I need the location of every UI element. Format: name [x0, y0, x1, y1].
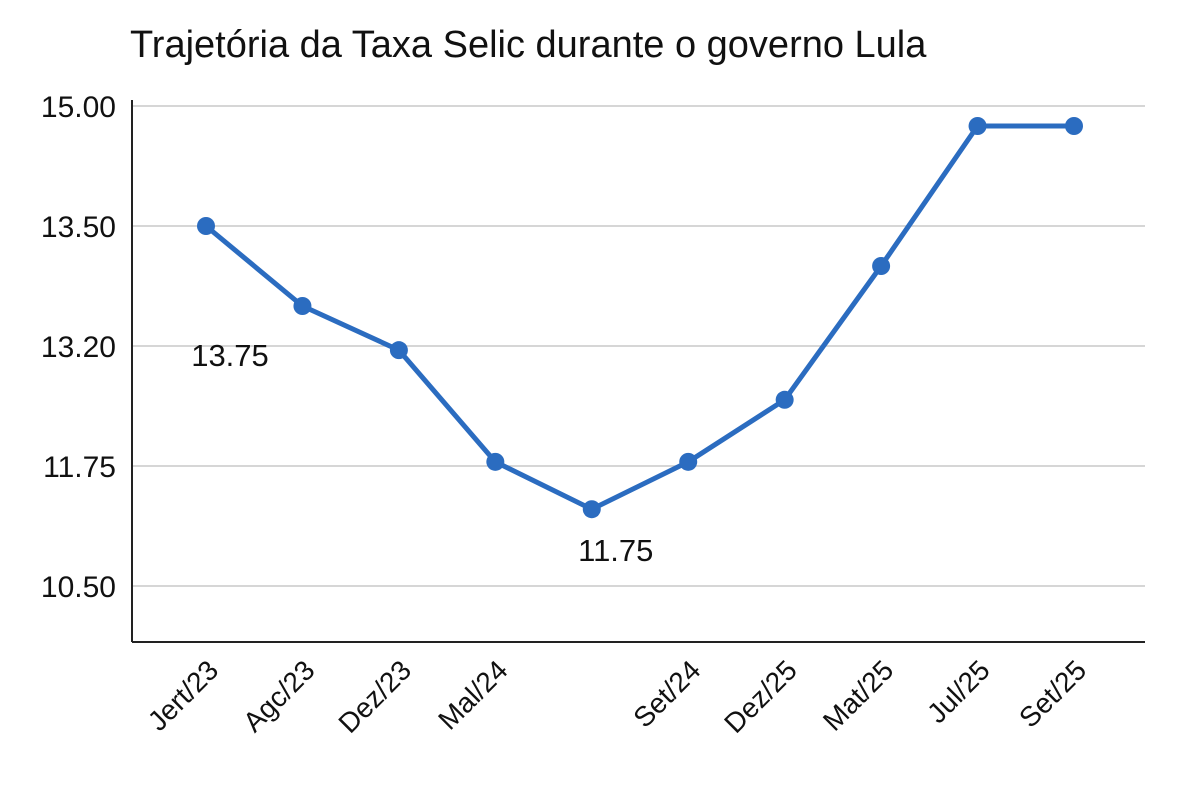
x-tick-label: Jul/25: [921, 654, 996, 729]
data-point: [1065, 117, 1083, 135]
y-tick-label: 13.20: [41, 331, 116, 364]
data-point: [679, 452, 698, 471]
y-tick-label: 10.50: [41, 571, 116, 604]
x-tick-label: Dez/25: [718, 654, 803, 739]
y-tick-label: 13.50: [41, 211, 116, 244]
y-tick-label: 11.75: [43, 451, 116, 484]
series-line: [204, 123, 1074, 512]
data-point: [968, 117, 987, 135]
series: [197, 117, 1083, 519]
data-point: [582, 500, 601, 519]
x-tick-label: Set/24: [627, 654, 706, 733]
annotations: 13.75 11.75: [191, 338, 653, 568]
x-tick-label: Agc/23: [237, 654, 321, 738]
data-point: [293, 297, 312, 315]
x-tick-label: Dez/23: [332, 654, 417, 739]
x-tick-label: Mat/25: [817, 654, 899, 736]
data-point: [872, 257, 891, 275]
chart-title: Trajetória da Taxa Selic durante o gover…: [130, 24, 927, 66]
data-annotation: 13.75: [191, 338, 269, 373]
x-tick-labels: Jert/23 Agc/23 Dez/23 Mal/24 Set/24 Dez/25 Mat…: [142, 654, 1092, 739]
x-tick-label: Mal/24: [432, 654, 513, 735]
data-point: [389, 341, 408, 360]
data-point: [486, 452, 505, 471]
axes: [131, 100, 1145, 643]
x-tick-label: Set/25: [1013, 654, 1092, 733]
data-point: [775, 390, 794, 409]
data-annotation: 11.75: [578, 533, 653, 568]
y-tick-labels: 15.00 13.50 13.20 11.75 10.50: [41, 91, 116, 604]
y-tick-label: 15.00: [41, 91, 116, 124]
x-tick-label: Jert/23: [142, 654, 224, 736]
data-point: [197, 217, 215, 235]
grid-lines: [132, 105, 1145, 587]
